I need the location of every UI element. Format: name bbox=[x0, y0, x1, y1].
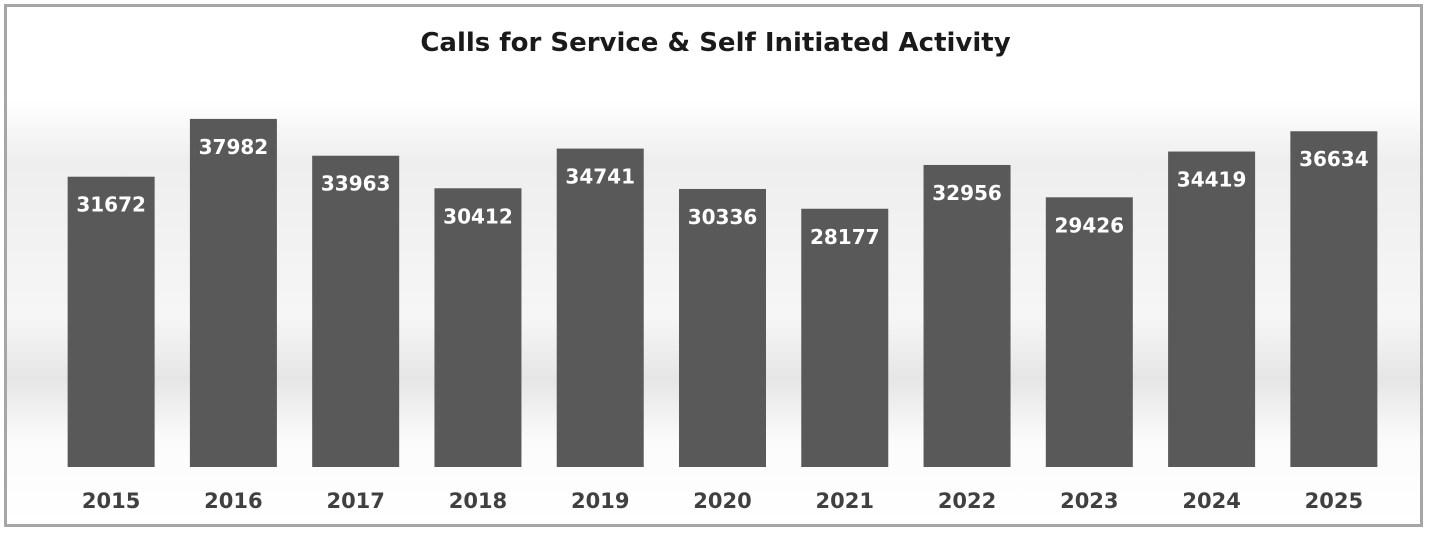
x-tick-label-2016: 2016 bbox=[204, 489, 262, 513]
data-label-2017: 33963 bbox=[321, 172, 391, 196]
bar-2017 bbox=[312, 155, 400, 467]
data-label-2025: 36634 bbox=[1299, 147, 1369, 171]
x-tick-label-2025: 2025 bbox=[1305, 489, 1363, 513]
bar-2023 bbox=[1045, 197, 1133, 467]
bar-2019 bbox=[556, 148, 644, 467]
x-tick-label-2021: 2021 bbox=[816, 489, 874, 513]
bar-2025 bbox=[1290, 131, 1378, 467]
data-label-2016: 37982 bbox=[199, 135, 269, 159]
data-label-2022: 32956 bbox=[932, 181, 1002, 205]
x-tick-label-2022: 2022 bbox=[938, 489, 996, 513]
bar-2022 bbox=[923, 164, 1011, 468]
data-label-2018: 30412 bbox=[443, 204, 513, 228]
x-tick-label-2019: 2019 bbox=[571, 489, 629, 513]
bar-2015 bbox=[67, 176, 155, 467]
data-label-2015: 31672 bbox=[76, 193, 146, 217]
x-tick-label-2018: 2018 bbox=[449, 489, 507, 513]
x-tick-label-2020: 2020 bbox=[693, 489, 751, 513]
x-tick-label-2015: 2015 bbox=[82, 489, 140, 513]
bar-2021 bbox=[801, 208, 889, 467]
bar-2016 bbox=[189, 118, 277, 468]
x-tick-label-2023: 2023 bbox=[1060, 489, 1118, 513]
data-label-2019: 34741 bbox=[565, 165, 635, 189]
chart-title: Calls for Service & Self Initiated Activ… bbox=[420, 28, 1011, 58]
bar-2024 bbox=[1168, 151, 1256, 467]
bar-2018 bbox=[434, 188, 522, 467]
data-label-2023: 29426 bbox=[1055, 213, 1125, 237]
x-tick-label-2017: 2017 bbox=[326, 489, 384, 513]
x-tick-label-2024: 2024 bbox=[1182, 489, 1240, 513]
data-label-2024: 34419 bbox=[1177, 168, 1247, 192]
data-label-2020: 30336 bbox=[688, 205, 758, 229]
bar-2020 bbox=[679, 188, 766, 467]
data-label-2021: 28177 bbox=[810, 225, 880, 249]
